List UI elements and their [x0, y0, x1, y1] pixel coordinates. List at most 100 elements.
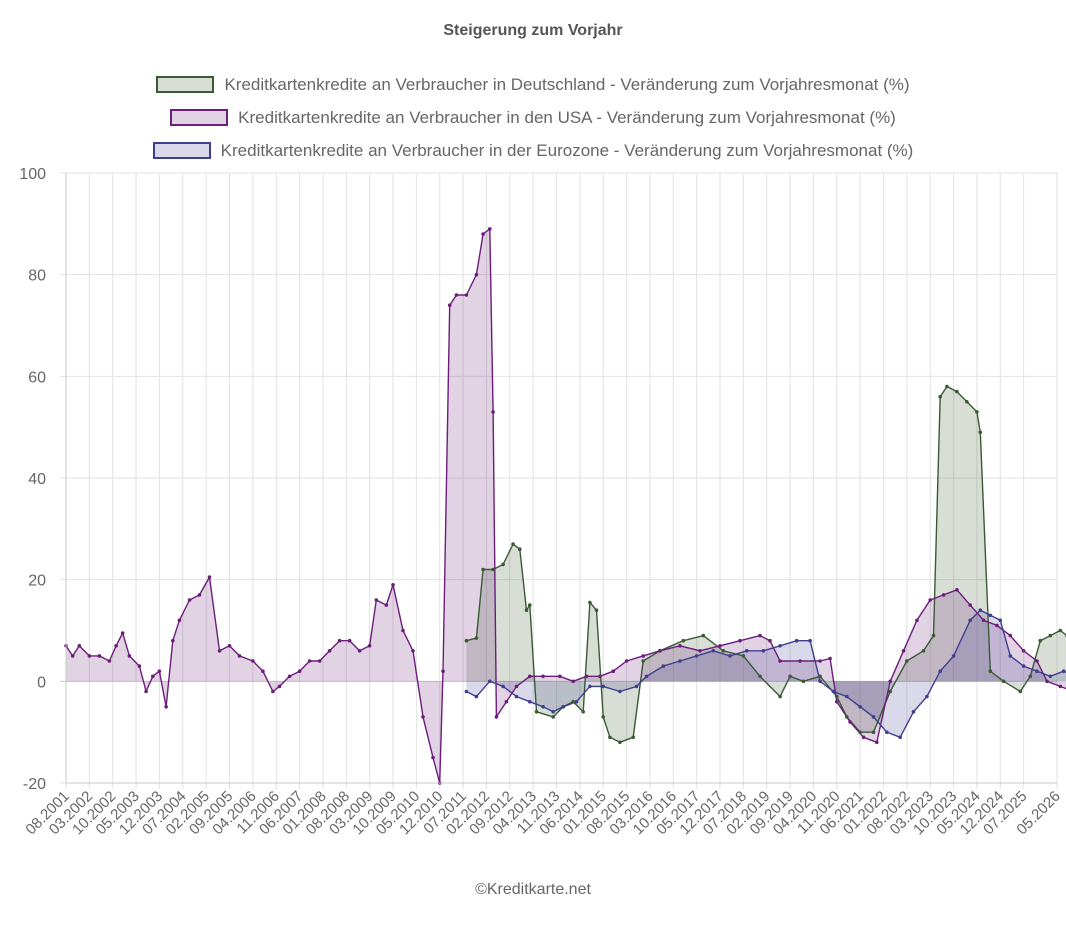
series-line: [466, 385, 1066, 743]
data-point: [481, 567, 485, 572]
data-point: [1048, 633, 1053, 638]
data-point: [808, 638, 812, 643]
data-point: [464, 689, 469, 694]
legend-label-eurozone: Kreditkartenkredite an Verbraucher in de…: [220, 140, 914, 160]
data-point: [861, 735, 866, 740]
data-point: [1061, 669, 1066, 673]
data-point: [1035, 659, 1039, 663]
data-point: [905, 659, 909, 663]
data-point: [965, 400, 969, 404]
series-lines: [65, 228, 1066, 784]
data-point: [337, 638, 342, 643]
data-point: [441, 669, 445, 673]
data-point: [818, 659, 822, 663]
data-point: [601, 715, 605, 719]
data-point: [528, 699, 532, 704]
data-point: [778, 694, 782, 699]
copyright-text: ©Kreditkarte.net: [475, 881, 591, 898]
data-point: [534, 710, 539, 714]
chart-title: Steigerung zum Vorjahr: [443, 22, 623, 39]
data-point: [1008, 633, 1013, 638]
data-point: [644, 674, 649, 679]
data-point: [968, 603, 972, 607]
data-point: [845, 715, 849, 719]
data-point: [698, 649, 702, 653]
data-point: [474, 272, 479, 277]
data-point: [491, 410, 495, 414]
series-fills: [66, 228, 1066, 783]
legend-label-germany: Kreditkartenkredite an Verbraucher in De…: [224, 74, 910, 94]
data-point: [271, 689, 275, 694]
data-point: [384, 603, 389, 607]
data-point: [978, 430, 983, 435]
data-point: [988, 669, 993, 673]
data-point: [741, 654, 746, 658]
legend-label-usa: Kreditkartenkredite an Verbraucher in de…: [238, 107, 896, 127]
y-tick-label: 40: [28, 471, 46, 488]
data-point: [164, 705, 168, 709]
data-point: [995, 623, 999, 628]
data-point: [524, 608, 529, 612]
data-point: [848, 720, 852, 724]
data-point: [641, 659, 645, 663]
data-point: [978, 608, 983, 612]
data-point: [561, 705, 565, 709]
data-point: [634, 684, 639, 689]
data-point: [488, 227, 492, 231]
y-tick-label: 0: [37, 674, 46, 691]
legend-swatch-usa: [170, 109, 229, 126]
data-point: [1058, 684, 1063, 689]
data-point: [738, 638, 742, 643]
data-point: [581, 710, 585, 714]
data-point: [514, 684, 519, 689]
data-point: [885, 730, 889, 734]
data-point: [391, 583, 395, 587]
data-point: [798, 659, 802, 663]
data-point: [858, 730, 862, 734]
data-point: [401, 628, 405, 633]
data-point: [778, 659, 782, 663]
data-point: [151, 674, 155, 679]
data-point: [1021, 649, 1026, 653]
series-points: [64, 227, 1066, 785]
data-point: [641, 654, 645, 658]
data-point: [875, 740, 879, 745]
data-point: [518, 547, 522, 551]
data-point: [474, 694, 479, 699]
data-point: [541, 705, 545, 709]
data-point: [845, 694, 849, 699]
legend-swatch-eurozone: [152, 142, 211, 159]
legend-item-germany[interactable]: Kreditkartenkredite an Verbraucher in De…: [0, 68, 1066, 101]
data-point: [901, 649, 906, 653]
data-point: [598, 674, 602, 679]
legend: Kreditkartenkredite an Verbraucher in De…: [0, 68, 1066, 167]
data-point: [187, 598, 192, 602]
data-point: [968, 618, 972, 623]
data-point: [511, 542, 515, 546]
data-point: [488, 679, 492, 684]
legend-item-usa[interactable]: Kreditkartenkredite an Verbraucher in de…: [0, 101, 1066, 134]
data-point: [988, 613, 993, 618]
data-point: [888, 679, 892, 684]
data-point: [911, 710, 916, 714]
data-point: [744, 649, 749, 653]
y-tick-label: 20: [28, 573, 46, 590]
data-point: [347, 638, 352, 643]
data-point: [758, 674, 762, 679]
data-point: [915, 618, 919, 623]
data-point: [718, 644, 722, 648]
data-point: [711, 649, 716, 653]
data-point: [888, 689, 892, 694]
data-point: [157, 669, 162, 673]
data-point: [514, 694, 519, 699]
data-point: [454, 293, 459, 297]
data-point: [491, 567, 495, 572]
data-point: [981, 618, 986, 623]
data-point: [601, 684, 605, 689]
data-point: [925, 694, 929, 699]
data-point: [70, 654, 75, 658]
data-point: [938, 394, 942, 399]
legend-item-eurozone[interactable]: Kreditkartenkredite an Verbraucher in de…: [0, 134, 1066, 167]
data-point: [261, 669, 265, 673]
